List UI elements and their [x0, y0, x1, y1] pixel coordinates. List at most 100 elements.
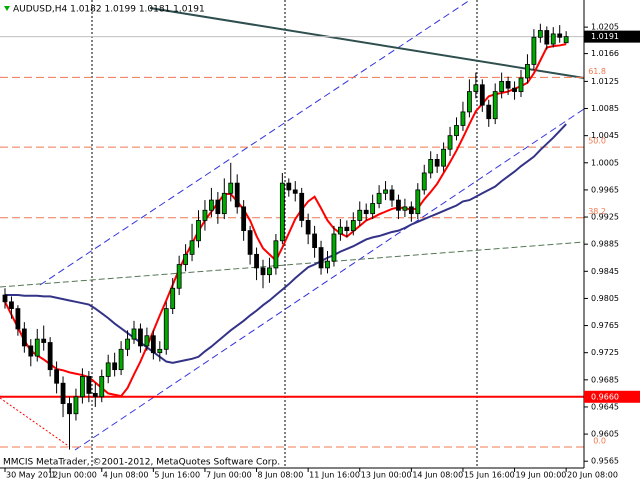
candle-body	[383, 189, 388, 194]
candle-body	[531, 36, 537, 65]
candle-body	[299, 192, 305, 221]
candle-body	[292, 189, 298, 194]
candle-body	[54, 369, 59, 384]
y-tick-label: 0.9645	[591, 402, 619, 411]
y-tick-label: 0.9725	[591, 348, 619, 357]
x-tick-label: 11 Jun 16:00	[309, 471, 360, 480]
candle-body	[415, 189, 421, 215]
candle-body	[350, 220, 356, 232]
y-tick-label: 0.9685	[591, 375, 619, 384]
y-tick-label: 0.9885	[591, 240, 619, 249]
candle-body	[21, 328, 27, 347]
trend-line	[0, 241, 585, 288]
plot: 61.8 50.0 38.2 0.0	[0, 23, 606, 450]
candle-body	[557, 33, 563, 38]
candle-body	[505, 80, 511, 89]
candle-body	[325, 260, 330, 269]
copyright: MMCIS MetaTrader, ©2001-2012, MetaQuotes…	[3, 458, 280, 468]
drawings	[0, 0, 585, 468]
candle-body	[370, 203, 376, 215]
fib-label: 0.0	[593, 436, 606, 445]
candle-body	[518, 77, 524, 92]
x-tick-label: 4 Jun 08:00	[103, 471, 149, 480]
candle-body	[189, 240, 195, 255]
candle-body	[15, 308, 21, 330]
candle-body	[447, 135, 453, 150]
fib-label: 50.0	[588, 137, 606, 146]
candle-body	[144, 335, 150, 347]
candle-body	[305, 220, 311, 235]
candle-body	[80, 376, 85, 398]
candle-body	[499, 80, 505, 92]
candle-body	[402, 206, 408, 211]
candle-body	[60, 382, 66, 404]
x-tick-label: 30 May 2012	[6, 471, 58, 480]
candle-body	[312, 233, 318, 248]
candle-body	[434, 158, 440, 167]
candle-body	[2, 294, 8, 303]
candle-body	[357, 209, 363, 221]
candle-body	[473, 84, 479, 92]
candle-body	[318, 247, 324, 269]
y-tick-label: 1.0045	[591, 131, 619, 140]
y-tick-label: 1.0085	[591, 104, 619, 113]
candle-body	[105, 362, 111, 377]
candle-body	[99, 376, 105, 398]
y-tick-label: 1.0005	[591, 158, 619, 167]
indicator-line	[4, 43, 567, 398]
y-tick-label: 0.9765	[591, 321, 619, 330]
candle-body	[408, 206, 414, 215]
y-tick-label: 1.0166	[591, 49, 619, 58]
candle-body	[67, 403, 72, 415]
candle-body	[208, 199, 214, 211]
candle-body	[396, 199, 401, 211]
y-tick-label: 0.9965	[591, 185, 619, 194]
candle-body	[150, 335, 156, 354]
candle-body	[441, 148, 447, 167]
candle-body	[241, 206, 247, 232]
candle-body	[376, 192, 382, 204]
fib-label: 38.2	[588, 207, 606, 216]
candle-body	[254, 253, 259, 269]
y-tick-label: 1.0205	[591, 23, 619, 32]
candle-body	[228, 182, 234, 194]
y-tick-label: 1.0125	[591, 77, 619, 86]
price-tag-label: 0.9660	[591, 392, 619, 401]
x-tick-label: 13 Jun 00:00	[361, 471, 412, 480]
indicator-line	[5, 123, 567, 364]
candle-body	[563, 36, 569, 44]
candle-body	[176, 264, 182, 289]
x-tick-label: 15 Jun 16:00	[464, 471, 515, 480]
x-tick-label: 14 Jun 08:00	[412, 471, 463, 480]
candle-body	[28, 345, 34, 357]
candle-body	[221, 192, 227, 215]
candle-body	[125, 338, 130, 350]
candle-body	[86, 376, 92, 394]
candle-body	[47, 342, 53, 371]
y-tick-label: 0.9925	[591, 213, 619, 222]
candle-body	[492, 91, 498, 120]
candle-body	[202, 209, 208, 221]
candle-body	[279, 182, 285, 242]
candle-body	[273, 240, 279, 269]
x-tick-label: 20 Jun 08:00	[567, 471, 618, 480]
candle-body	[170, 287, 176, 310]
candle-body	[512, 87, 517, 92]
candle-body	[183, 253, 189, 265]
candle-body	[215, 199, 221, 215]
candle-body	[421, 172, 427, 191]
x-tick-label: 1 Jun 00:00	[51, 471, 97, 480]
candle-body	[157, 348, 163, 354]
price-tag-label: 1.0191	[591, 32, 619, 41]
x-tick-label: 7 Jun 00:00	[206, 471, 252, 480]
candle-body	[34, 338, 40, 357]
price-tag	[584, 390, 640, 403]
fib-label: 61.8	[588, 67, 606, 76]
candle-body	[428, 158, 434, 174]
candle-body	[525, 64, 530, 79]
candle-body	[389, 189, 395, 201]
trend-line	[149, 7, 585, 79]
